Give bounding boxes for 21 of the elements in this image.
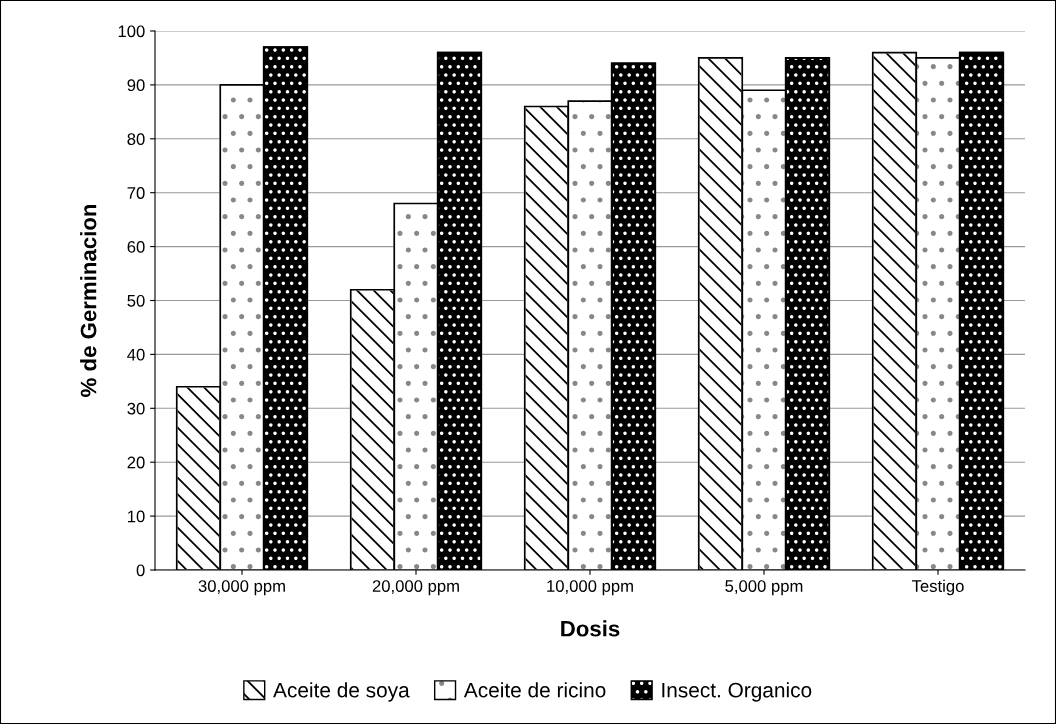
- x-tick-label: 5,000 ppm: [725, 580, 803, 596]
- y-tick-label: 0: [136, 564, 145, 577]
- y-axis-title: % de Germinacion: [80, 204, 97, 397]
- x-axis-title: Dosis: [561, 620, 620, 637]
- legend-label: Aceite de soya: [273, 682, 410, 702]
- legend-label: Insect. Organico: [662, 682, 812, 702]
- y-tick-label: 50: [127, 294, 145, 307]
- x-tick-label: 10,000 ppm: [547, 580, 633, 596]
- y-tick-label: 40: [127, 348, 145, 361]
- x-tick-label: 20,000 ppm: [372, 580, 459, 596]
- x-tick-label: Testigo: [911, 579, 964, 596]
- y-tick-label: 10: [128, 510, 145, 523]
- y-tick-label: 90: [127, 79, 145, 92]
- y-tick-label: 100: [118, 25, 145, 38]
- y-tick-label: 30: [127, 402, 145, 415]
- legend-label: Aceite de ricino: [463, 682, 606, 698]
- y-tick-label: 60: [127, 241, 145, 253]
- x-tick-label: 30,000 ppm: [198, 580, 285, 596]
- y-tick-label: 70: [127, 187, 145, 199]
- y-tick-label: 20: [127, 456, 145, 469]
- y-tick-label: 80: [127, 133, 145, 145]
